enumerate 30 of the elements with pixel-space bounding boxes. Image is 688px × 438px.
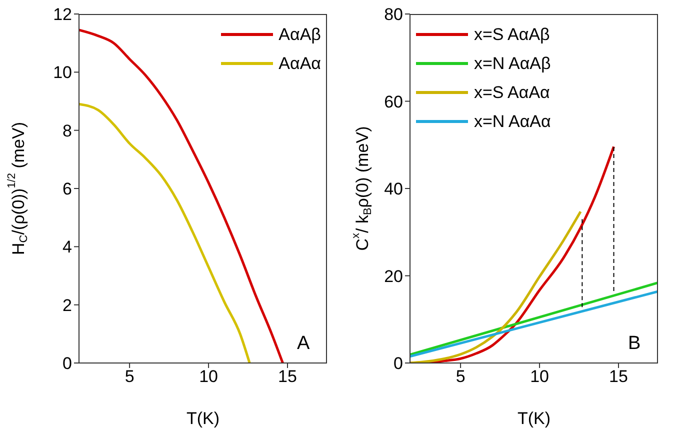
y-tick-label: 12 <box>53 5 72 24</box>
x-tick-label: 5 <box>456 367 466 386</box>
legend-label: x=N AαAβ <box>474 54 551 74</box>
x-axis-title: T(K) <box>186 408 220 428</box>
y-tick-label: 6 <box>62 180 72 199</box>
y-tick-label: 0 <box>394 354 403 374</box>
y-tick-label: 0 <box>62 354 72 374</box>
x-axis-title: T(K) <box>517 408 551 428</box>
x-tick-label: 15 <box>278 367 297 386</box>
y-tick-label: 2 <box>62 296 72 315</box>
x-tick-label: 10 <box>530 367 549 386</box>
y-tick-label: 4 <box>62 238 72 257</box>
x-tick-label: 5 <box>124 367 134 386</box>
y-tick-label: 60 <box>384 92 403 112</box>
legend-label: x=S AαAβ <box>474 24 550 44</box>
legend-label: x=N AαAα <box>474 112 551 132</box>
y-tick-label: 20 <box>384 266 403 286</box>
legend-label: x=S AαAα <box>474 82 550 102</box>
x-tick-label: 10 <box>199 367 218 386</box>
annotation: A <box>297 333 310 355</box>
annotation: B <box>628 333 641 355</box>
y-tick-label: 80 <box>384 5 403 24</box>
line-series <box>410 210 582 363</box>
legend-label: AαAα <box>278 54 321 74</box>
y-tick-label: 40 <box>384 180 403 199</box>
y-tick-label: 8 <box>62 121 72 140</box>
line-series <box>79 102 251 363</box>
x-tick-label: 15 <box>609 367 628 386</box>
y-tick-label: 10 <box>53 63 72 82</box>
legend-label: AαAβ <box>278 24 321 44</box>
